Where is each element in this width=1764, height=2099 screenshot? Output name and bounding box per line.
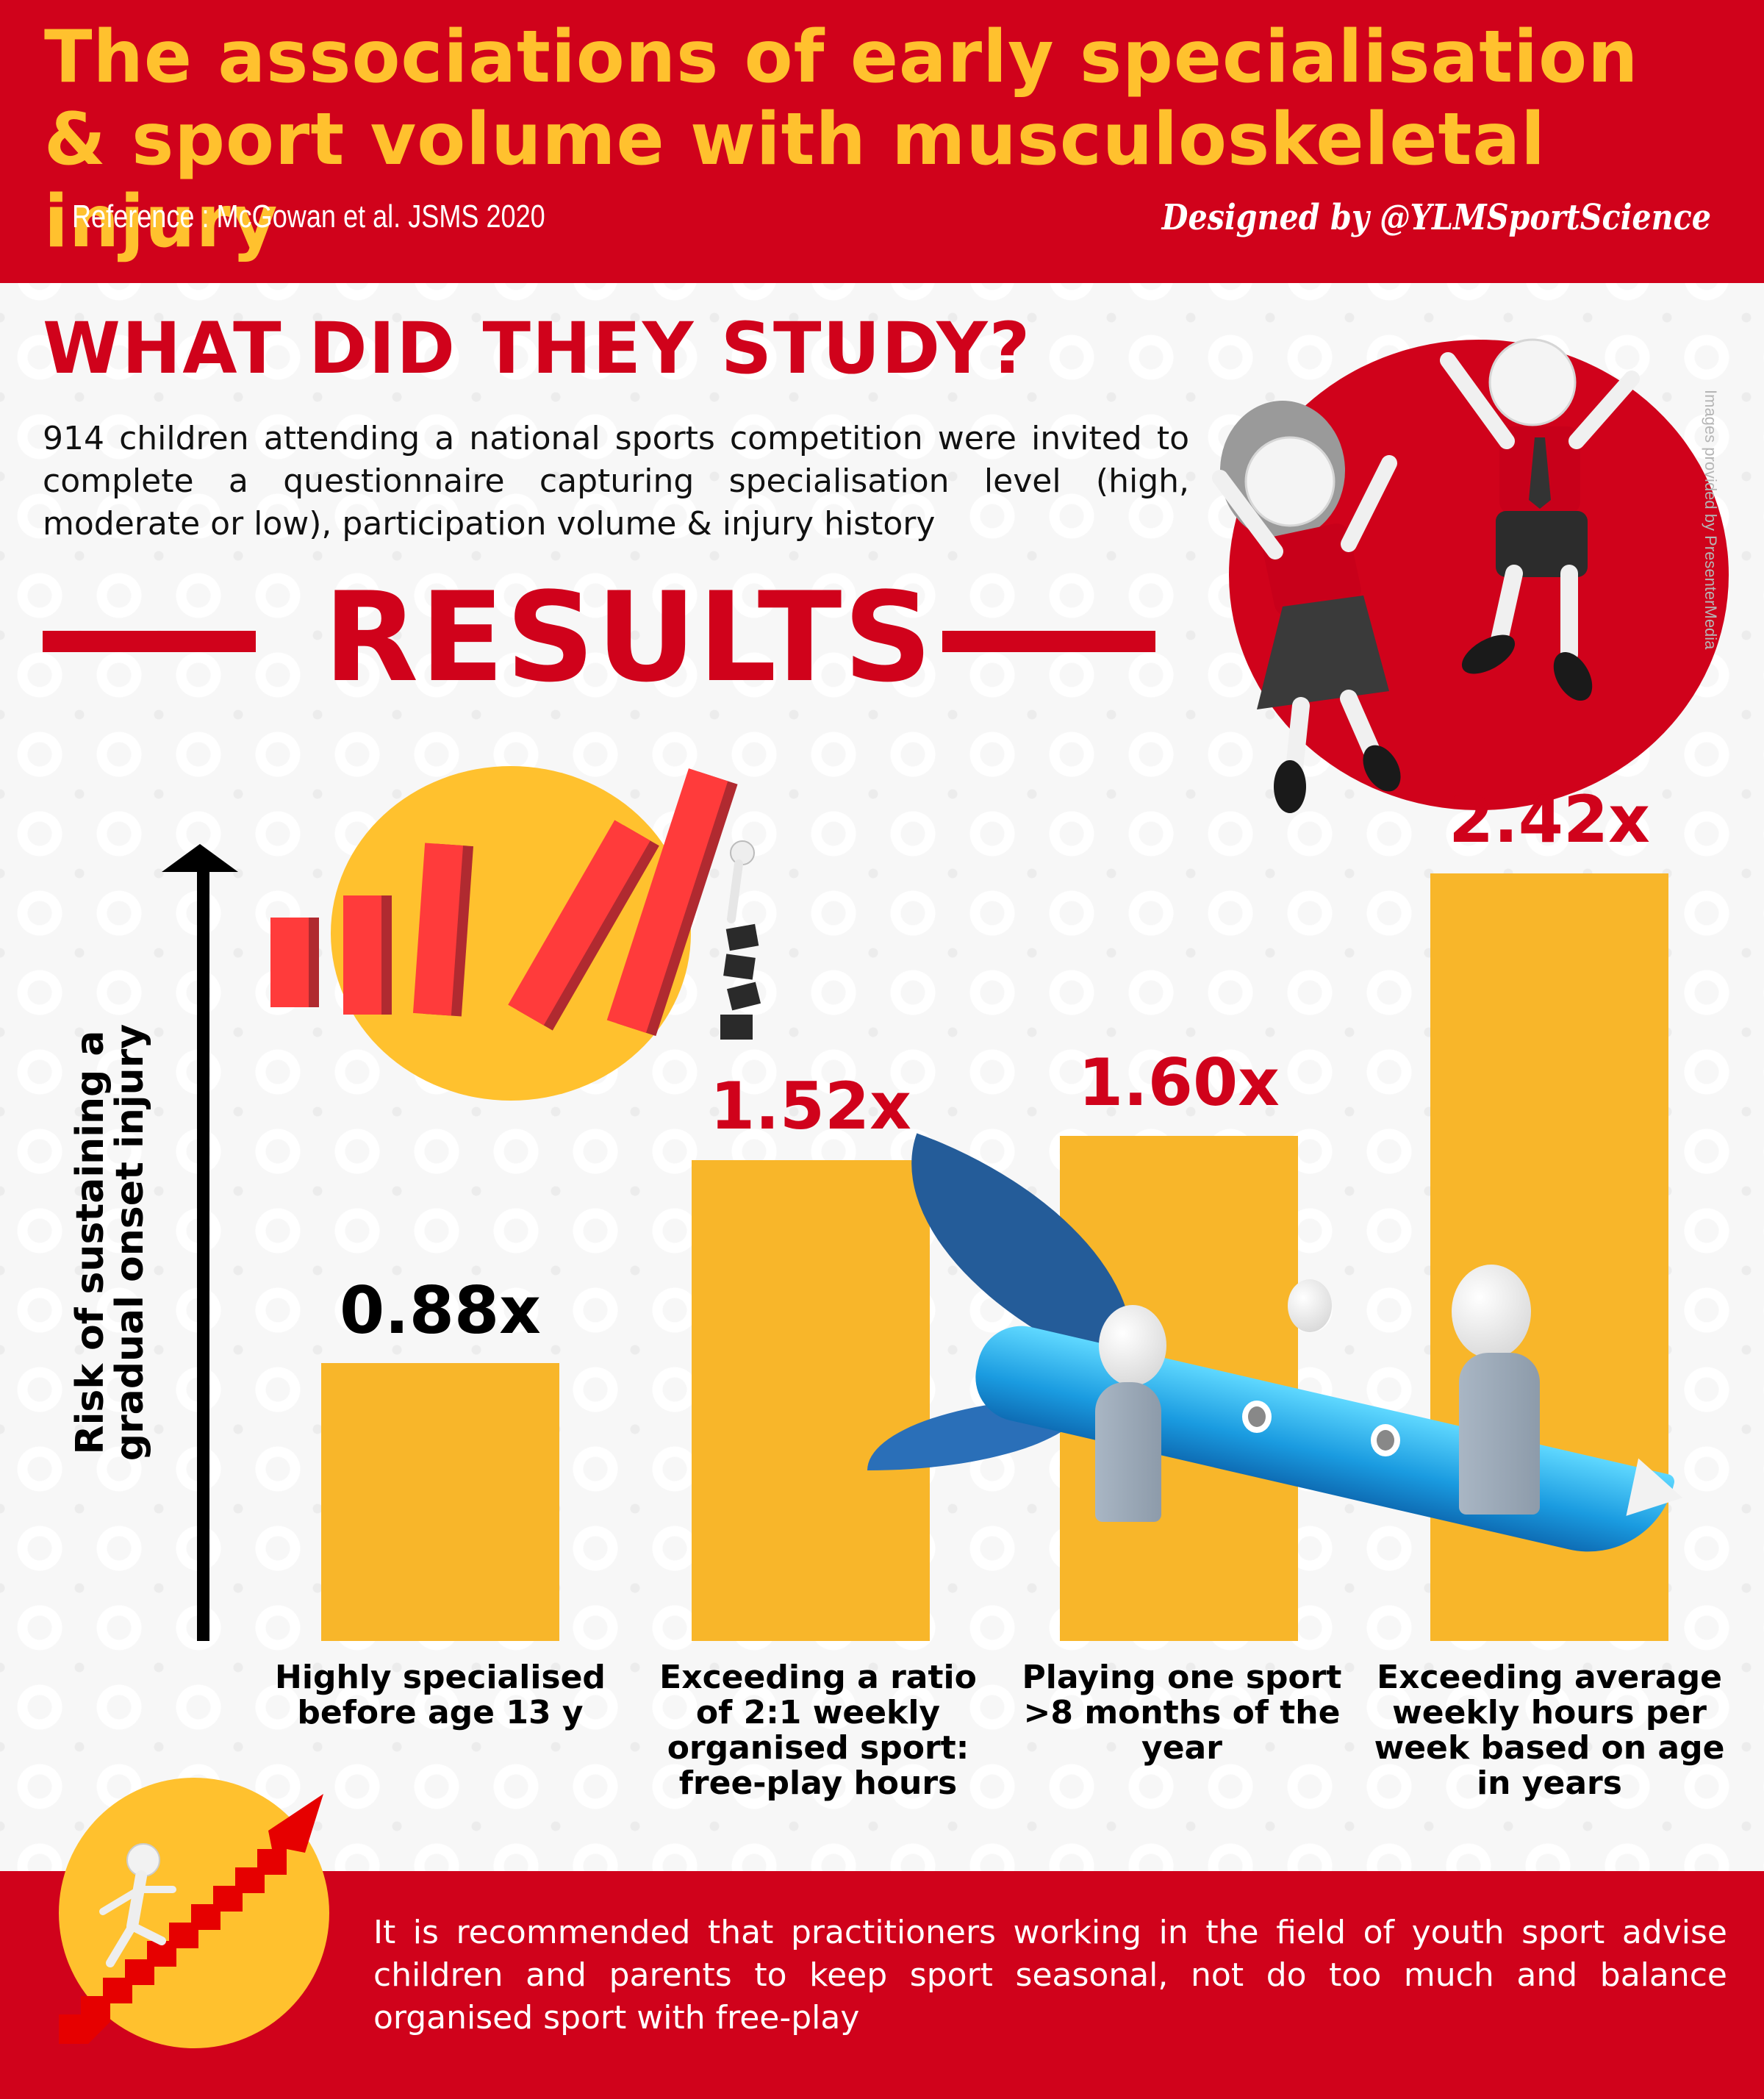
page-title: The associations of early specialisation… <box>44 15 1639 264</box>
figure-head-icon <box>1452 1265 1531 1359</box>
designer-credit: Designed by @YLMSportScience <box>1161 197 1711 238</box>
jumping-children-icon <box>1212 338 1640 813</box>
rocket-nose-icon <box>1626 1458 1689 1527</box>
value-label: 1.52x <box>710 1068 911 1144</box>
results-right-rule <box>942 631 1155 652</box>
category-label: Exceeding a ratio of 2:1 weekly organise… <box>659 1659 977 1802</box>
value-label: 1.60x <box>1078 1045 1280 1120</box>
study-heading: WHAT DID THEY STUDY? <box>43 307 1032 390</box>
y-axis-label: Risk of sustaining a gradual onset injur… <box>68 1023 152 1462</box>
y-axis-arrowhead <box>162 844 238 872</box>
study-description: 914 children attending a national sports… <box>43 420 1189 543</box>
results-heading: RESULTS <box>323 565 934 709</box>
deco-bar-icon <box>270 918 309 1007</box>
value-label: 0.88x <box>340 1273 541 1348</box>
figure-head-icon <box>1099 1305 1166 1386</box>
image-credit: Images provided by PresenterMedia <box>1702 390 1720 650</box>
reference-citation: Reference : McGowan et al. JSMS 2020 <box>72 199 545 235</box>
figure-body-icon <box>1459 1353 1540 1515</box>
rocket-porthole-icon <box>1371 1424 1400 1456</box>
figure-body-icon <box>1095 1382 1161 1522</box>
stairs-arrow-icon <box>59 1794 323 2044</box>
value-label: 2.42x <box>1449 782 1650 857</box>
category-label: Playing one sport >8 months of the year <box>1022 1659 1342 1767</box>
rocket-porthole-icon <box>1242 1401 1272 1433</box>
category-label: Highly specialised before age 13 y <box>275 1659 606 1731</box>
category-label: Exceeding average weekly hours per week … <box>1374 1659 1725 1802</box>
bar-highly-specialised <box>321 1363 559 1641</box>
y-axis-arrow <box>197 869 209 1641</box>
figure-head-icon <box>1288 1279 1332 1332</box>
results-left-rule <box>43 631 256 652</box>
falling-bars-illustration <box>331 766 691 1101</box>
climbing-figure-chairs-icon <box>720 840 761 1040</box>
recommendation-text: It is recommended that practitioners wor… <box>373 1914 1727 2037</box>
deco-bar-icon <box>343 895 381 1015</box>
bar-ratio-organised-freeplay <box>692 1160 930 1641</box>
header-banner <box>0 0 1764 283</box>
